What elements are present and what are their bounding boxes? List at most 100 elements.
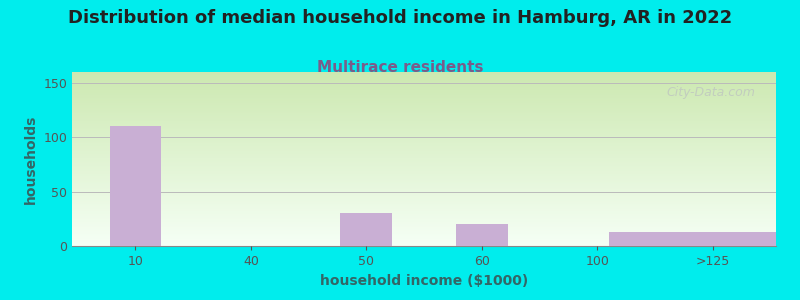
Bar — [72, 109, 776, 110]
Bar — [72, 124, 776, 125]
Bar — [72, 202, 776, 203]
Bar — [72, 216, 776, 217]
Bar — [72, 172, 776, 173]
Bar — [72, 207, 776, 208]
Bar — [72, 151, 776, 152]
Bar — [72, 107, 776, 108]
Bar — [72, 140, 776, 141]
Bar — [72, 126, 776, 127]
Bar — [72, 148, 776, 149]
Bar — [72, 98, 776, 99]
Bar — [72, 88, 776, 89]
Bar — [72, 97, 776, 98]
Bar — [72, 211, 776, 212]
Bar — [72, 188, 776, 189]
Bar — [72, 235, 776, 236]
Bar — [72, 222, 776, 223]
Bar — [72, 205, 776, 206]
Bar — [609, 232, 800, 246]
Bar — [72, 194, 776, 195]
Bar — [72, 112, 776, 113]
Bar — [72, 75, 776, 76]
Bar — [72, 105, 776, 106]
Bar — [72, 202, 776, 203]
Bar — [72, 157, 776, 158]
Bar — [72, 83, 776, 84]
Bar — [72, 104, 776, 105]
Bar — [72, 106, 776, 107]
Bar — [72, 115, 776, 116]
Bar — [72, 225, 776, 226]
Bar — [72, 118, 776, 119]
Bar — [72, 79, 776, 80]
Bar — [72, 226, 776, 227]
Bar — [72, 87, 776, 88]
Bar — [72, 153, 776, 154]
Bar — [72, 186, 776, 187]
Bar — [72, 155, 776, 156]
Bar — [72, 243, 776, 244]
Bar — [72, 92, 776, 93]
Bar — [72, 135, 776, 136]
Bar — [456, 224, 508, 246]
Bar — [72, 127, 776, 128]
Bar — [72, 82, 776, 83]
Bar — [72, 208, 776, 209]
Bar — [72, 198, 776, 199]
Bar — [72, 228, 776, 229]
Bar — [72, 230, 776, 231]
Bar — [72, 169, 776, 170]
Bar — [72, 117, 776, 118]
Bar — [72, 146, 776, 147]
Bar — [72, 122, 776, 123]
Bar — [72, 113, 776, 114]
Bar — [72, 72, 776, 73]
Bar — [72, 110, 776, 111]
Bar — [72, 78, 776, 79]
Bar — [72, 220, 776, 221]
Bar — [72, 174, 776, 175]
Bar — [72, 84, 776, 85]
Bar — [72, 219, 776, 220]
Bar — [72, 245, 776, 246]
Bar — [72, 77, 776, 78]
Bar — [72, 191, 776, 192]
Bar — [72, 125, 776, 126]
Bar — [72, 218, 776, 219]
Bar — [72, 89, 776, 90]
Bar — [72, 73, 776, 74]
Bar — [72, 132, 776, 133]
Bar — [72, 133, 776, 134]
Bar — [72, 156, 776, 157]
Text: Multirace residents: Multirace residents — [317, 60, 483, 75]
Bar — [72, 183, 776, 184]
Bar — [72, 178, 776, 179]
Bar — [72, 231, 776, 232]
Bar — [72, 239, 776, 240]
Bar — [72, 129, 776, 130]
Bar — [72, 130, 776, 131]
Bar — [72, 108, 776, 109]
Bar — [72, 150, 776, 151]
Bar — [72, 233, 776, 234]
Bar — [72, 234, 776, 235]
Bar — [72, 149, 776, 150]
Bar — [72, 187, 776, 188]
Bar — [72, 74, 776, 75]
Bar — [72, 169, 776, 170]
Bar — [72, 141, 776, 142]
Bar — [72, 95, 776, 96]
Bar — [72, 102, 776, 103]
Bar — [72, 123, 776, 124]
Bar — [72, 242, 776, 243]
Bar — [72, 221, 776, 222]
Text: City-Data.com: City-Data.com — [666, 86, 755, 99]
Bar — [72, 184, 776, 185]
Bar — [72, 197, 776, 198]
Bar — [72, 86, 776, 87]
Y-axis label: households: households — [24, 114, 38, 204]
Bar — [72, 215, 776, 216]
Bar — [72, 134, 776, 135]
Bar — [72, 120, 776, 121]
Bar — [72, 224, 776, 225]
